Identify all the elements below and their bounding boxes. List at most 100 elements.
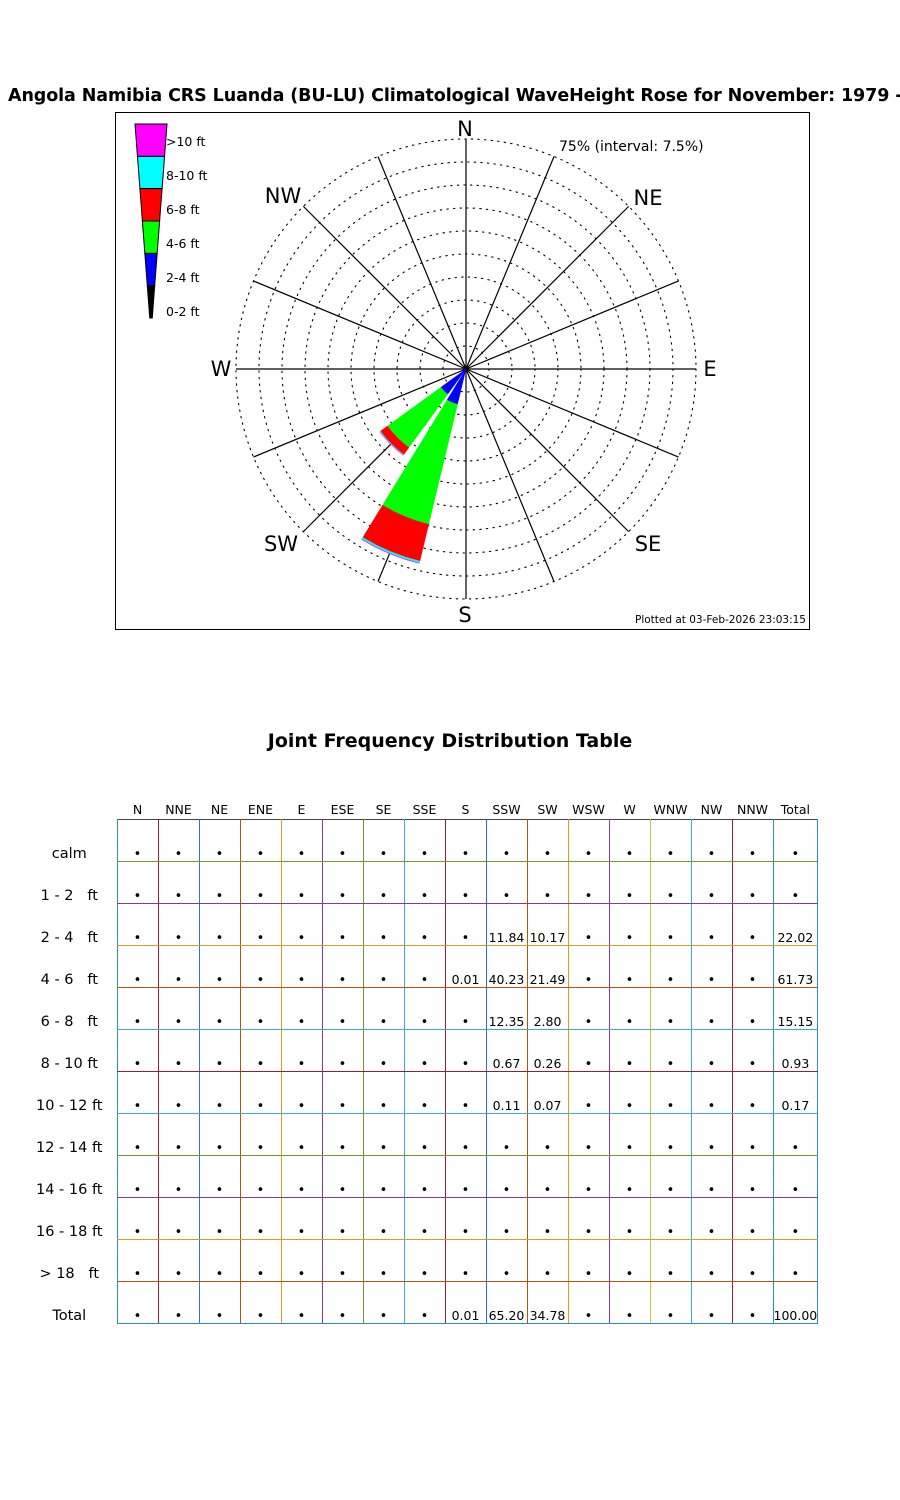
empty-cell-dot: • xyxy=(584,1015,593,1030)
table-cell-s: 0.01 xyxy=(444,945,487,988)
table-cell-sse: • xyxy=(403,1071,446,1114)
empty-cell-dot: • xyxy=(215,1183,224,1198)
table-cell-ssw: 0.67 xyxy=(485,1029,528,1072)
empty-cell-dot: • xyxy=(133,1225,142,1240)
empty-cell-dot: • xyxy=(584,931,593,946)
table-row-label: 12 - 14 ft xyxy=(36,1139,103,1156)
table-cell-w: • xyxy=(608,1281,651,1324)
empty-cell-dot: • xyxy=(420,847,429,862)
compass-label-e: E xyxy=(703,357,717,381)
table-cell-ese: • xyxy=(321,1239,364,1282)
table-cell-w: • xyxy=(608,1029,651,1072)
table-cell-w: • xyxy=(608,987,651,1030)
empty-cell-dot: • xyxy=(502,889,511,904)
empty-cell-dot: • xyxy=(174,1057,183,1072)
table-cell-total: • xyxy=(772,819,819,862)
empty-cell-dot: • xyxy=(707,973,716,988)
table-cell-nne: • xyxy=(157,861,200,904)
empty-cell-dot: • xyxy=(379,1309,388,1324)
empty-cell-dot: • xyxy=(420,1267,429,1282)
empty-cell-dot: • xyxy=(625,1309,634,1324)
table-cell-s: • xyxy=(444,903,487,946)
page-title: Angola Namibia CRS Luanda (BU-LU) Climat… xyxy=(8,86,900,106)
rose-petal-segment-SW-10ft xyxy=(379,431,404,456)
table-cell-ssw: • xyxy=(485,1197,528,1240)
table-cell-se: • xyxy=(362,1197,405,1240)
table-cell-se: • xyxy=(362,987,405,1030)
table-cell-nw: • xyxy=(690,1029,733,1072)
empty-cell-dot: • xyxy=(379,1015,388,1030)
legend-label-2: 6-8 ft xyxy=(166,202,200,217)
table-cell-nnw: • xyxy=(731,1113,774,1156)
table-cell-nne: • xyxy=(157,903,200,946)
table-row-label: 1 - 2 ft xyxy=(40,887,98,904)
empty-cell-dot: • xyxy=(379,889,388,904)
empty-cell-dot: • xyxy=(297,931,306,946)
table-cell-ssw: 0.11 xyxy=(485,1071,528,1114)
empty-cell-dot: • xyxy=(338,1099,347,1114)
wave-rose-panel: >10 ft 8-10 ft 6-8 ft 4-6 ft 2-4 ft 0-2 … xyxy=(115,112,810,630)
rose-petals xyxy=(361,368,467,564)
empty-cell-dot: • xyxy=(174,847,183,862)
empty-cell-dot: • xyxy=(666,1057,675,1072)
legend-swatch-5 xyxy=(146,285,156,319)
empty-cell-dot: • xyxy=(256,889,265,904)
table-cell-n: • xyxy=(116,1197,159,1240)
table-cell-w: • xyxy=(608,1071,651,1114)
empty-cell-dot: • xyxy=(297,1183,306,1198)
empty-cell-dot: • xyxy=(256,1267,265,1282)
table-cell-w: • xyxy=(608,1113,651,1156)
empty-cell-dot: • xyxy=(256,973,265,988)
empty-cell-dot: • xyxy=(748,1141,757,1156)
empty-cell-dot: • xyxy=(707,889,716,904)
table-cell-nne: • xyxy=(157,1029,200,1072)
empty-cell-dot: • xyxy=(543,1225,552,1240)
legend-swatch-1 xyxy=(136,155,166,190)
empty-cell-dot: • xyxy=(707,847,716,862)
table-cell-sse: • xyxy=(403,1239,446,1282)
empty-cell-dot: • xyxy=(625,1015,634,1030)
empty-cell-dot: • xyxy=(543,1183,552,1198)
table-header-s: S xyxy=(461,802,470,817)
table-cell-ene: • xyxy=(239,1071,282,1114)
table-cell-n: • xyxy=(116,1029,159,1072)
table-cell-ene: • xyxy=(239,903,282,946)
table-header-nnw: NNW xyxy=(736,802,769,817)
empty-cell-dot: • xyxy=(215,973,224,988)
table-header-w: W xyxy=(623,802,636,817)
wave-height-legend: >10 ft 8-10 ft 6-8 ft 4-6 ft 2-4 ft 0-2 … xyxy=(121,118,251,323)
table-cell-wnw: • xyxy=(649,1155,692,1198)
empty-cell-dot: • xyxy=(666,1267,675,1282)
empty-cell-dot: • xyxy=(174,889,183,904)
empty-cell-dot: • xyxy=(338,889,347,904)
table-header-total: Total xyxy=(780,802,810,817)
table-cell-nnw: • xyxy=(731,1281,774,1324)
table-cell-ese: • xyxy=(321,1281,364,1324)
empty-cell-dot: • xyxy=(174,931,183,946)
table-cell-total: 15.15 xyxy=(772,987,819,1030)
empty-cell-dot: • xyxy=(133,973,142,988)
table-cell-wsw: • xyxy=(567,1281,610,1324)
table-cell-se: • xyxy=(362,1239,405,1282)
empty-cell-dot: • xyxy=(215,1057,224,1072)
empty-cell-dot: • xyxy=(215,1309,224,1324)
table-cell-e: • xyxy=(280,1197,323,1240)
table-cell-n: • xyxy=(116,1071,159,1114)
empty-cell-dot: • xyxy=(133,1309,142,1324)
legend-wedge xyxy=(134,123,168,319)
table-cell-wnw: • xyxy=(649,819,692,862)
empty-cell-dot: • xyxy=(748,1267,757,1282)
table-cell-ese: • xyxy=(321,819,364,862)
table-cell-wsw: • xyxy=(567,1239,610,1282)
table-cell-se: • xyxy=(362,1281,405,1324)
table-cell-w: • xyxy=(608,903,651,946)
empty-cell-dot: • xyxy=(338,1267,347,1282)
table-cell-s: • xyxy=(444,819,487,862)
table-cell-nne: • xyxy=(157,1281,200,1324)
table-cell-ene: • xyxy=(239,1113,282,1156)
table-cell-ssw: • xyxy=(485,1113,528,1156)
table-cell-wsw: • xyxy=(567,861,610,904)
table-cell-n: • xyxy=(116,1113,159,1156)
table-cell-e: • xyxy=(280,1155,323,1198)
empty-cell-dot: • xyxy=(666,931,675,946)
